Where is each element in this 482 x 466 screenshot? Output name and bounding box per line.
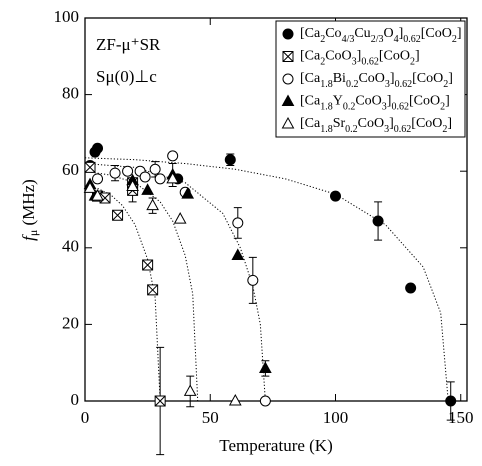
legend-label: [Ca2Co4/3Cu2/3O4]0.62[CoO2]: [300, 26, 462, 45]
x-tick-label: 0: [81, 408, 90, 427]
fit-curve: [84, 170, 199, 402]
plot-frame: [84, 17, 468, 402]
point: [84, 161, 96, 173]
point: [372, 215, 384, 227]
point: [166, 171, 180, 184]
point: [247, 274, 259, 286]
x-tick-label: 150: [448, 408, 474, 427]
legend-label: [Ca2CoO3]0.62[CoO2]: [300, 49, 420, 68]
point: [146, 198, 159, 211]
point: [181, 187, 195, 199]
point: [232, 217, 244, 229]
y-tick-label: 100: [54, 7, 80, 26]
legend-label: [Ca1.8Y0.2CoO3]0.62[CoO2]: [300, 94, 450, 113]
y-axis-label: fμ (MHz): [19, 179, 40, 241]
y-tick-label: 40: [62, 237, 79, 256]
point: [173, 212, 187, 224]
point: [224, 154, 236, 166]
point: [154, 173, 166, 185]
point: [282, 28, 294, 40]
point: [92, 173, 104, 185]
point: [445, 395, 457, 407]
point: [405, 282, 417, 294]
point: [259, 361, 272, 373]
point: [282, 51, 294, 62]
point: [142, 259, 154, 271]
point: [329, 190, 341, 202]
x-tick-label: 50: [202, 408, 219, 427]
point: [183, 384, 197, 396]
point: [149, 163, 161, 175]
point: [147, 284, 159, 296]
point: [92, 142, 104, 154]
y-tick-label: 20: [62, 313, 79, 332]
legend-frame: [275, 20, 466, 138]
y-tick-label: 60: [62, 160, 79, 179]
fit-curve: [84, 163, 266, 402]
y-tick-label: 0: [71, 390, 80, 409]
fit-curve: [84, 157, 449, 402]
point: [83, 181, 97, 193]
point: [167, 150, 179, 162]
point: [139, 171, 151, 183]
point: [154, 395, 166, 407]
point: [126, 179, 139, 192]
point: [281, 94, 295, 106]
point: [122, 165, 134, 177]
y-tick-label: 80: [62, 84, 79, 103]
point: [259, 395, 271, 407]
x-tick-label: 100: [323, 408, 349, 427]
point: [281, 116, 295, 129]
point: [112, 209, 124, 221]
point: [282, 73, 294, 85]
point: [91, 189, 104, 201]
x-axis-label: Temperature (K): [219, 436, 333, 455]
point: [228, 393, 242, 406]
point: [109, 167, 121, 179]
point: [231, 248, 245, 260]
legend-label: [Ca1.8Bi0.2CoO3]0.62[CoO2]: [300, 71, 453, 90]
legend-label: [Ca1.8Sr0.2CoO3]0.62[CoO2]: [300, 116, 452, 135]
annotation: ZF-μ⁺SR: [96, 35, 161, 54]
legend: [Ca2Co4/3Cu2/3O4]0.62[CoO2] [Ca2CoO3]0.62…: [275, 20, 466, 138]
annotation: Sμ(0)⊥c: [96, 67, 157, 86]
point: [141, 183, 154, 195]
